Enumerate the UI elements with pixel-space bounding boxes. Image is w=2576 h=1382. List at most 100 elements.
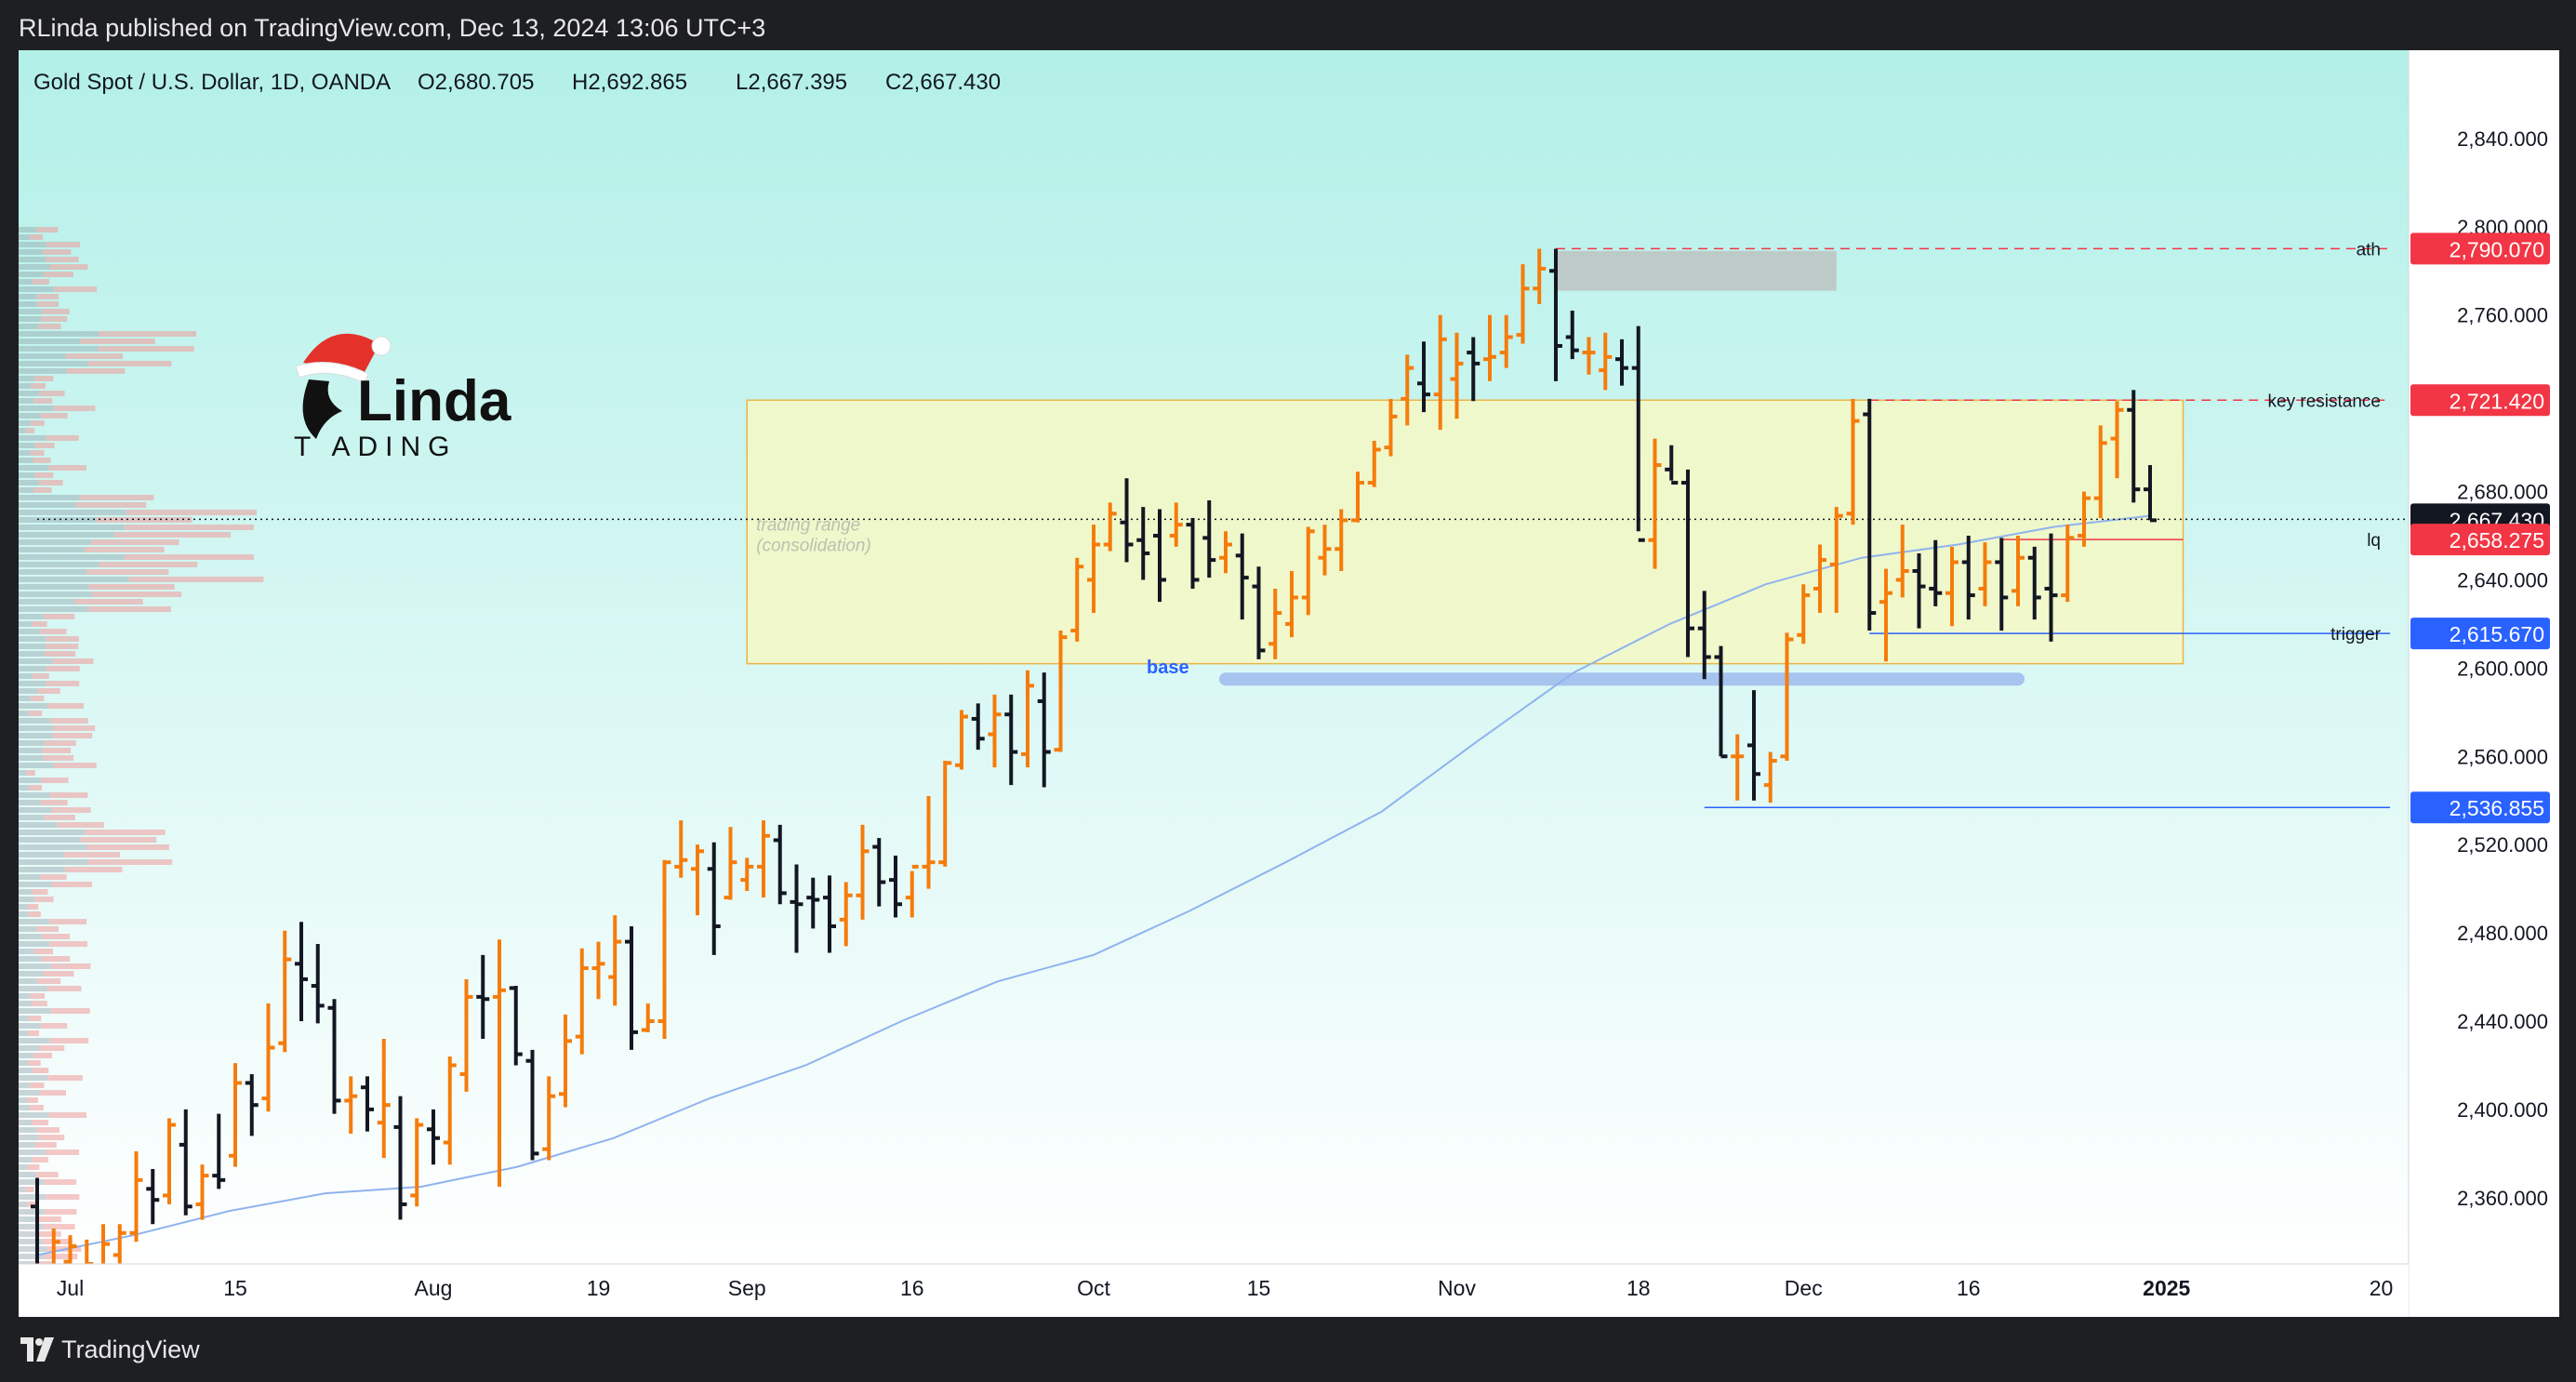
ohlc-bar[interactable] (2061, 525, 2075, 603)
ohlc-bar[interactable] (344, 1076, 358, 1135)
ohlc-bar[interactable] (1136, 507, 1150, 580)
ohlc-bar[interactable] (1665, 445, 1679, 485)
ohlc-bar[interactable] (1747, 690, 1760, 801)
ohlc-bar[interactable] (1417, 341, 1430, 413)
ohlc-bar[interactable] (922, 795, 936, 889)
ohlc-bar[interactable] (1846, 398, 1860, 525)
ohlc-bar[interactable] (641, 1003, 655, 1032)
ohlc-bar[interactable] (1797, 584, 1811, 644)
ohlc-bar[interactable] (2110, 401, 2124, 479)
ohlc-bar[interactable] (1120, 478, 1134, 563)
ohlc-bar[interactable] (1714, 645, 1728, 759)
ohlc-bar[interactable] (195, 1164, 209, 1220)
ohlc-bar[interactable] (889, 856, 902, 918)
ohlc-bar[interactable] (1450, 332, 1464, 419)
ohlc-bar[interactable] (1929, 539, 1943, 606)
ohlc-bar[interactable] (493, 939, 506, 1187)
ohlc-bar[interactable] (724, 827, 737, 900)
ohlc-bar[interactable] (988, 694, 1002, 768)
ohlc-bar[interactable] (1533, 248, 1547, 304)
ohlc-bar[interactable] (608, 915, 622, 1006)
ohlc-bar[interactable] (278, 930, 292, 1053)
ohlc-bar[interactable] (1582, 337, 1596, 375)
ohlc-bar[interactable] (1763, 751, 1777, 804)
ohlc-bar[interactable] (1169, 502, 1183, 547)
ohlc-bar[interactable] (872, 838, 886, 907)
ohlc-bar[interactable] (229, 1063, 242, 1167)
ohlc-bar[interactable] (361, 1076, 374, 1132)
ohlc-bar[interactable] (2027, 546, 2041, 620)
ohlc-bar[interactable] (1681, 469, 1694, 658)
ohlc-bar[interactable] (1070, 557, 1084, 642)
ohlc-bar[interactable] (938, 761, 952, 867)
ohlc-bar[interactable] (806, 877, 820, 929)
ohlc-bar[interactable] (1153, 509, 1166, 603)
ohlc-bar[interactable] (393, 1096, 407, 1220)
ohlc-bar[interactable] (1433, 314, 1447, 431)
ohlc-bar[interactable] (163, 1118, 176, 1204)
ohlc-bar[interactable] (691, 844, 704, 916)
ohlc-bar[interactable] (1021, 670, 1034, 768)
ohlc-bar[interactable] (1351, 472, 1364, 523)
ohlc-bar[interactable] (1615, 339, 1628, 386)
ohlc-bar[interactable] (955, 710, 968, 770)
ohlc-bar[interactable] (1054, 631, 1068, 752)
ohlc-bar[interactable] (674, 820, 688, 878)
ohlc-bar[interactable] (1863, 398, 1877, 631)
ohlc-bar[interactable] (2078, 491, 2091, 547)
ohlc-bar[interactable] (377, 1038, 391, 1159)
ohlc-bar[interactable] (1499, 314, 1513, 368)
ohlc-bar[interactable] (657, 859, 671, 1039)
ohlc-bar[interactable] (311, 943, 325, 1024)
ohlc-bar[interactable] (971, 703, 985, 751)
ohlc-bar[interactable] (179, 1109, 193, 1216)
ohlc-bar[interactable] (427, 1109, 440, 1165)
ohlc-bar[interactable] (410, 1118, 424, 1207)
ohlc-bar[interactable] (1301, 526, 1315, 616)
ohlc-bar[interactable] (1895, 525, 1909, 598)
ohlc-bar[interactable] (1697, 591, 1711, 680)
ohlc-bar[interactable] (327, 999, 341, 1114)
ohlc-bar[interactable] (856, 824, 870, 920)
ohlc-bar[interactable] (1912, 552, 1926, 629)
ohlc-bar[interactable] (1202, 500, 1216, 578)
ohlc-bar[interactable] (1961, 536, 1975, 620)
ohlc-bar[interactable] (1945, 546, 1959, 627)
ohlc-bar[interactable] (1087, 525, 1100, 614)
ohlc-bar[interactable] (1186, 518, 1200, 589)
ohlc-bar[interactable] (740, 857, 754, 892)
ohlc-bar[interactable] (625, 925, 638, 1050)
ohlc-bar[interactable] (1813, 544, 1826, 614)
ohlc-bar[interactable] (1004, 694, 1018, 786)
ohlc-bar[interactable] (790, 864, 803, 953)
chart-area[interactable]: trading range (consolidation) base ath key r… (19, 50, 2559, 1317)
ohlc-bar[interactable] (1285, 570, 1298, 638)
ohlc-bar[interactable] (295, 922, 308, 1021)
ohlc-bar[interactable] (1252, 566, 1266, 659)
ohlc-bar[interactable] (757, 820, 770, 898)
ohlc-bar[interactable] (1879, 568, 1892, 662)
ohlc-bar[interactable] (559, 1014, 572, 1108)
ohlc-bar[interactable] (146, 1168, 160, 1225)
ohlc-bar[interactable] (1978, 542, 1992, 606)
ohlc-bar[interactable] (261, 1003, 275, 1112)
ohlc-bar[interactable] (1829, 507, 1843, 614)
ohlc-bar[interactable] (2012, 536, 2025, 606)
ohlc-bar[interactable] (1037, 672, 1051, 788)
ohlc-bar[interactable] (591, 941, 605, 1000)
ohlc-bar[interactable] (459, 978, 473, 1092)
ohlc-bar[interactable] (1467, 337, 1481, 402)
ohlc-bar[interactable] (1648, 438, 1662, 569)
ohlc-bar[interactable] (443, 1056, 457, 1165)
ohlc-bar[interactable] (113, 1224, 126, 1264)
ohlc-bar[interactable] (1599, 332, 1613, 391)
ohlc-bar[interactable] (1780, 632, 1794, 762)
ohlc-bar[interactable] (1401, 354, 1414, 426)
ohlc-bar[interactable] (707, 842, 721, 955)
ohlc-bar[interactable] (525, 1049, 539, 1161)
ohlc-bar[interactable] (1235, 533, 1249, 620)
ohlc-bar[interactable] (476, 954, 490, 1039)
ohlc-bar[interactable] (1731, 734, 1745, 801)
ohlc-bar[interactable] (773, 824, 787, 905)
ohlc-bar[interactable] (509, 986, 523, 1066)
